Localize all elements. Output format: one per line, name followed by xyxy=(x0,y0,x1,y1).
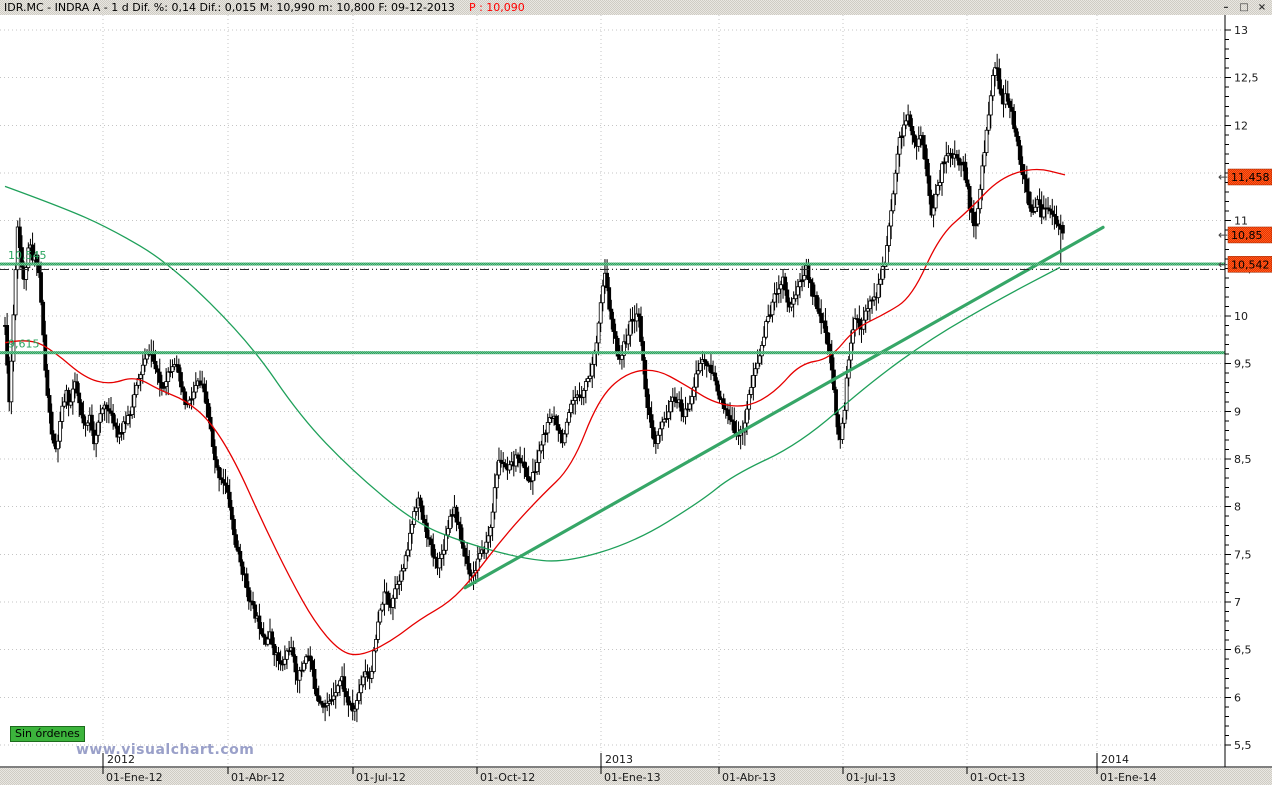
chart-titlebar: IDR.MC - INDRA A - 1 d Dif. %: 0,14 Dif.… xyxy=(0,0,1272,15)
window-controls: – □ × xyxy=(1220,2,1272,13)
x-axis-label: 01-Oct-12 xyxy=(480,771,535,784)
candlestick-series xyxy=(3,53,1065,723)
gridlines xyxy=(0,15,1225,767)
restore-button[interactable]: □ xyxy=(1239,2,1249,13)
x-axis-label: 01-Jul-13 xyxy=(846,771,896,784)
x-axis-label: 01-Abr-12 xyxy=(231,771,285,784)
plot-background xyxy=(0,15,1272,767)
red-ma-line xyxy=(4,168,1066,656)
y-axis-label: 6,5 xyxy=(1234,644,1252,657)
instrument-info: IDR.MC - INDRA A - 1 d Dif. %: 0,14 Dif.… xyxy=(4,1,455,14)
y-axis-label: 12 xyxy=(1234,119,1248,132)
tag-arrow-icon: ← xyxy=(1218,257,1228,271)
trend-line[interactable] xyxy=(463,225,1105,590)
level-line[interactable] xyxy=(0,262,1225,266)
long-ma-line xyxy=(4,185,1061,562)
axis-price-tags: ← 11,458← 10,85← 10,542 xyxy=(1218,168,1272,273)
x-axis-label: 01-Ene-14 xyxy=(1100,771,1157,784)
x-axis-label: 01-Jul-12 xyxy=(356,771,406,784)
y-axis-label: 7,5 xyxy=(1234,548,1252,561)
price-tag-value: 11,458 xyxy=(1231,171,1270,184)
y-axis-label: 12,5 xyxy=(1234,72,1259,85)
y-axis-label: 7 xyxy=(1234,596,1241,609)
no-orders-badge: Sin órdenes xyxy=(10,726,85,742)
horizontal-level-lines[interactable]: 10,545 9,615 xyxy=(0,249,1225,355)
year-label: 2012 xyxy=(107,753,135,766)
close-button[interactable]: × xyxy=(1257,2,1267,13)
y-axis-label: 6 xyxy=(1234,691,1241,704)
y-axis-label: 5,5 xyxy=(1234,739,1252,752)
year-label: 2013 xyxy=(605,753,633,766)
level-line-label: 9,615 xyxy=(8,338,40,351)
level-line-label: 10,545 xyxy=(8,249,47,262)
x-axis-label: 01-Ene-13 xyxy=(604,771,661,784)
minimize-button[interactable]: – xyxy=(1223,2,1229,13)
y-axis-label: 8 xyxy=(1234,501,1241,514)
y-axis-label: 9,5 xyxy=(1234,358,1252,371)
price-tag-value: 10,85 xyxy=(1231,229,1263,242)
x-axis-label: 01-Oct-13 xyxy=(970,771,1025,784)
visualchart-watermark: www.visualchart.com xyxy=(76,742,255,758)
y-axis-label: 13 xyxy=(1234,24,1248,37)
tag-arrow-icon: ← xyxy=(1218,228,1228,242)
x-axis: 01-Ene-12 01-Abr-12 01-Jul-12 01-Oct-12 01-E… xyxy=(102,753,1157,784)
tag-arrow-icon: ← xyxy=(1218,170,1228,184)
price-tag xyxy=(1227,168,1272,186)
axes xyxy=(0,14,1272,768)
bottom-strip xyxy=(0,768,1272,785)
chart-title: IDR.MC - INDRA A - 1 d Dif. %: 0,14 Dif.… xyxy=(0,0,525,15)
y-axis-label: 11 xyxy=(1234,215,1248,228)
y-axis-label: 9 xyxy=(1234,405,1241,418)
price-tag xyxy=(1227,226,1272,244)
price-tag xyxy=(1227,256,1272,273)
y-axis-label: 8,5 xyxy=(1234,453,1252,466)
price-tag-value: 10,542 xyxy=(1231,258,1270,271)
level-line[interactable] xyxy=(0,351,1225,355)
last-price-field: P : 10,090 xyxy=(468,1,525,14)
y-axis-label: 10 xyxy=(1234,310,1248,323)
year-label: 2014 xyxy=(1101,753,1129,766)
x-axis-label: 01-Ene-12 xyxy=(106,771,163,784)
x-axis-label: 01-Abr-13 xyxy=(722,771,776,784)
